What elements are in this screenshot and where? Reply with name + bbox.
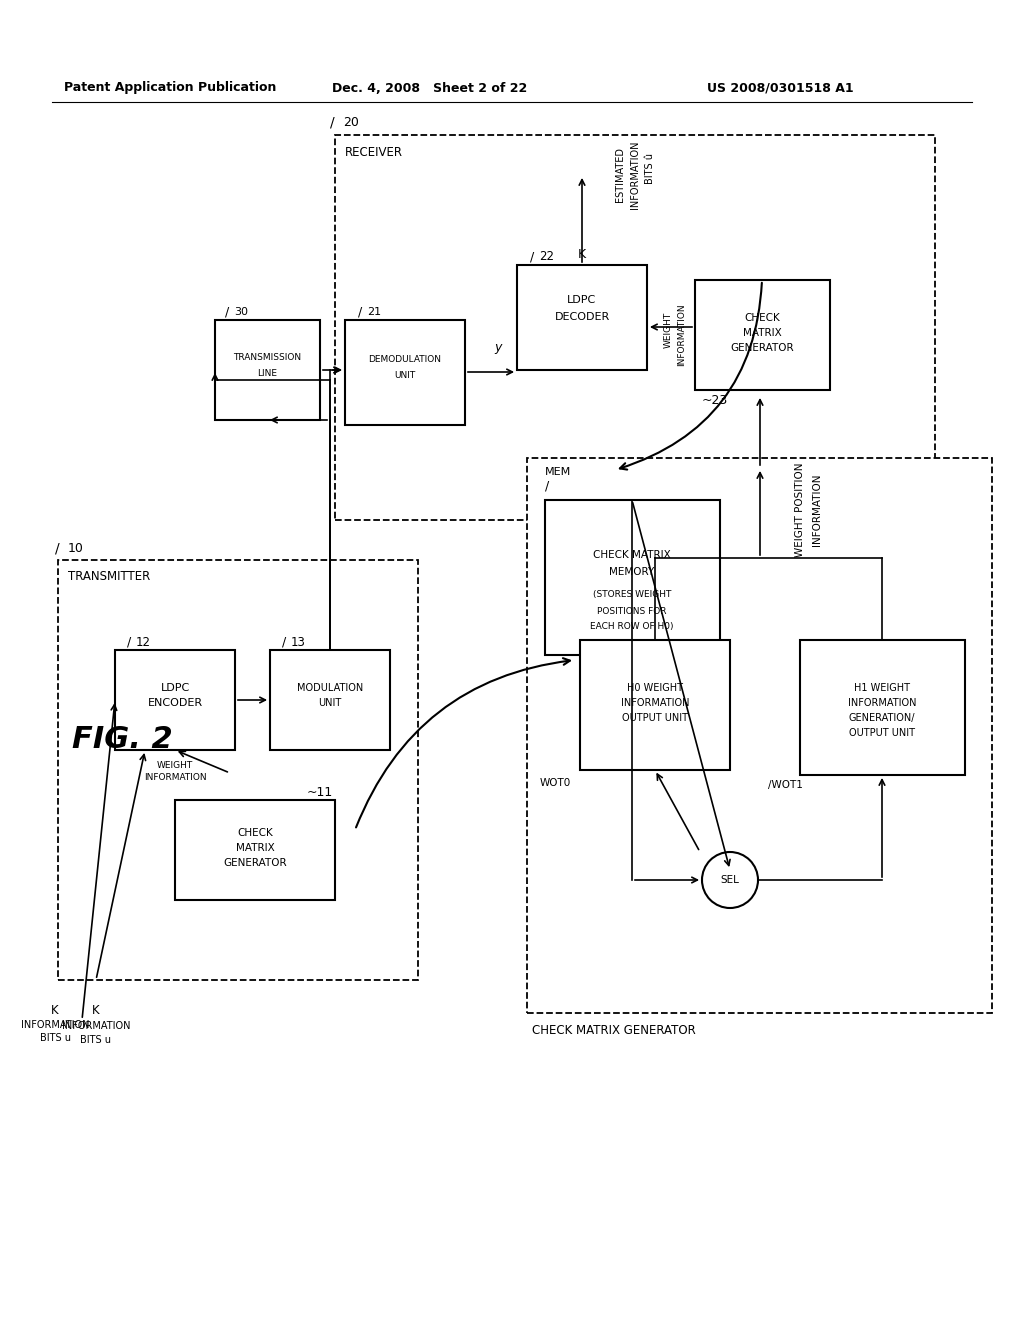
- Text: GENERATOR: GENERATOR: [223, 858, 287, 869]
- Text: LDPC: LDPC: [567, 294, 597, 305]
- Text: DEMODULATION: DEMODULATION: [369, 355, 441, 364]
- Bar: [335, 135, 935, 520]
- Text: BITS u: BITS u: [40, 1034, 71, 1043]
- Text: POSITIONS FOR: POSITIONS FOR: [597, 606, 667, 615]
- Text: /: /: [55, 541, 59, 554]
- Text: UNIT: UNIT: [394, 371, 416, 380]
- Text: CHECK: CHECK: [238, 828, 272, 838]
- Text: INFORMATION: INFORMATION: [143, 774, 206, 783]
- Text: ENCODER: ENCODER: [147, 698, 203, 708]
- Bar: [115, 649, 234, 750]
- Text: /: /: [127, 635, 131, 648]
- Text: INFORMATION: INFORMATION: [20, 1020, 89, 1030]
- Text: BITS u: BITS u: [81, 1035, 112, 1045]
- Text: /: /: [282, 635, 287, 648]
- Text: GENERATION/: GENERATION/: [849, 713, 915, 723]
- Text: UNIT: UNIT: [318, 698, 342, 708]
- Bar: [270, 649, 390, 750]
- Text: WOT0: WOT0: [540, 777, 571, 788]
- Bar: [175, 800, 335, 900]
- Text: 20: 20: [343, 116, 358, 129]
- Text: WEIGHT POSITION: WEIGHT POSITION: [795, 463, 805, 557]
- Text: INFORMATION: INFORMATION: [848, 698, 916, 708]
- Text: 12: 12: [136, 635, 151, 648]
- Text: TRANSMISSION: TRANSMISSION: [232, 354, 301, 363]
- Text: H1 WEIGHT: H1 WEIGHT: [854, 682, 910, 693]
- Circle shape: [702, 851, 758, 908]
- Text: K: K: [92, 1003, 99, 1016]
- Bar: [58, 560, 418, 979]
- Text: Patent Application Publication: Patent Application Publication: [63, 82, 276, 95]
- Text: WEIGHT: WEIGHT: [157, 760, 194, 770]
- Text: MEM: MEM: [545, 467, 571, 477]
- Text: 13: 13: [291, 635, 306, 648]
- Text: INFORMATION: INFORMATION: [678, 304, 686, 367]
- Text: /WOT1: /WOT1: [768, 780, 803, 789]
- Text: CHECK MATRIX: CHECK MATRIX: [593, 550, 671, 560]
- Text: GENERATOR: GENERATOR: [730, 343, 794, 352]
- Text: INFORMATION: INFORMATION: [61, 1020, 130, 1031]
- Text: OUTPUT UNIT: OUTPUT UNIT: [849, 729, 915, 738]
- Text: FIG. 2: FIG. 2: [72, 726, 173, 755]
- Bar: [215, 319, 319, 420]
- Text: 21: 21: [367, 308, 381, 317]
- Text: DECODER: DECODER: [554, 312, 609, 322]
- Text: CHECK: CHECK: [744, 313, 780, 323]
- Text: INFORMATION: INFORMATION: [621, 698, 689, 708]
- Text: K: K: [578, 248, 586, 261]
- Text: LINE: LINE: [257, 368, 278, 378]
- Text: 30: 30: [234, 308, 248, 317]
- Text: K: K: [51, 1003, 58, 1016]
- Text: ~11: ~11: [307, 787, 333, 800]
- Text: /: /: [358, 305, 362, 318]
- Bar: [800, 640, 965, 775]
- Text: 22: 22: [539, 251, 554, 264]
- Text: BITS û: BITS û: [645, 153, 655, 183]
- Text: /: /: [330, 116, 335, 129]
- Bar: [695, 280, 830, 389]
- Text: EACH ROW OF H0): EACH ROW OF H0): [590, 623, 674, 631]
- Text: MATRIX: MATRIX: [742, 327, 781, 338]
- Text: ~23: ~23: [701, 393, 728, 407]
- Text: MATRIX: MATRIX: [236, 843, 274, 853]
- Bar: [517, 265, 647, 370]
- Text: CHECK MATRIX GENERATOR: CHECK MATRIX GENERATOR: [532, 1023, 695, 1036]
- Bar: [580, 640, 730, 770]
- Text: WEIGHT: WEIGHT: [664, 312, 673, 348]
- Bar: [545, 500, 720, 655]
- Text: ESTIMATED: ESTIMATED: [615, 148, 625, 202]
- Text: INFORMATION: INFORMATION: [630, 141, 640, 210]
- Text: INFORMATION: INFORMATION: [812, 474, 822, 546]
- Text: /: /: [225, 305, 229, 318]
- Bar: [527, 458, 992, 1012]
- Text: MODULATION: MODULATION: [297, 682, 364, 693]
- Text: /: /: [530, 251, 535, 264]
- Bar: [345, 319, 465, 425]
- Text: (STORES WEIGHT: (STORES WEIGHT: [593, 590, 671, 599]
- Text: SEL: SEL: [721, 875, 739, 884]
- Text: y: y: [495, 342, 502, 355]
- Text: TRANSMITTER: TRANSMITTER: [68, 570, 151, 583]
- Text: /: /: [545, 479, 549, 492]
- Text: MEMORY: MEMORY: [609, 568, 654, 577]
- Text: Dec. 4, 2008   Sheet 2 of 22: Dec. 4, 2008 Sheet 2 of 22: [333, 82, 527, 95]
- Text: H0 WEIGHT: H0 WEIGHT: [627, 682, 683, 693]
- Text: RECEIVER: RECEIVER: [345, 145, 403, 158]
- Text: OUTPUT UNIT: OUTPUT UNIT: [622, 713, 688, 723]
- Text: US 2008/0301518 A1: US 2008/0301518 A1: [707, 82, 853, 95]
- Text: LDPC: LDPC: [161, 682, 189, 693]
- Text: 10: 10: [68, 541, 84, 554]
